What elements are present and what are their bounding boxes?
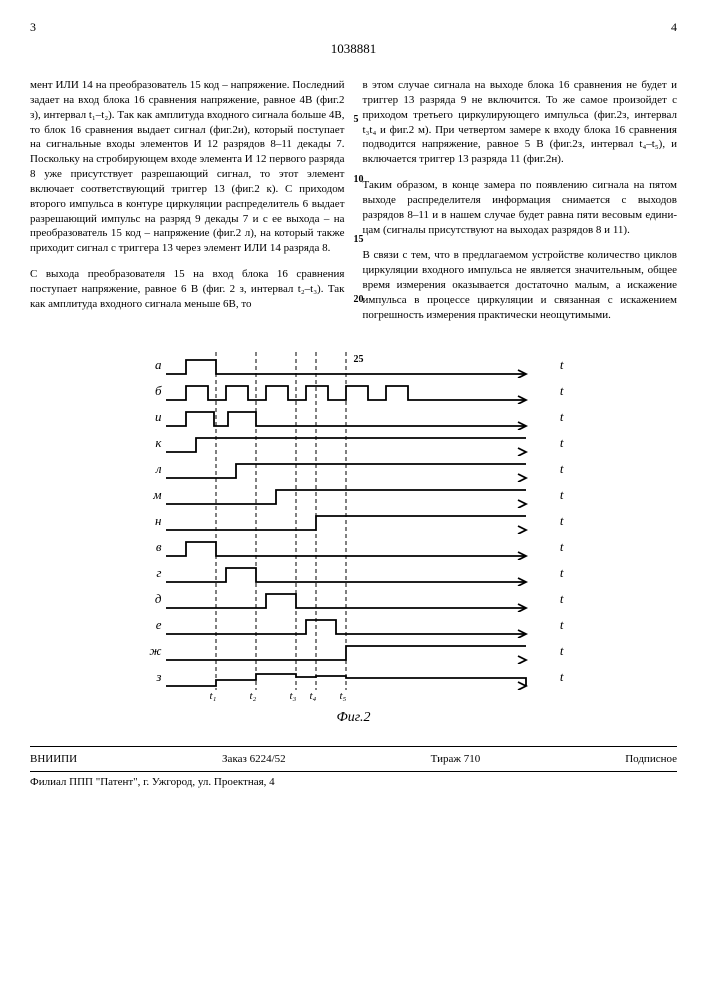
- row-waveform: [166, 430, 556, 456]
- row-waveform: [166, 612, 556, 638]
- timing-row-к: кt: [144, 430, 564, 456]
- axis-t-label: t: [560, 435, 564, 451]
- row-waveform: [166, 508, 556, 534]
- footer-affiliate: Филиал ППП "Патент", г. Ужгород, ул. Про…: [30, 776, 677, 788]
- right-column: в этом случае сигнала на выходе блока 16…: [363, 67, 678, 334]
- figure-caption: Фиг.2: [144, 710, 564, 726]
- footer-tirazh: Тираж 710: [431, 753, 481, 765]
- timing-row-з: зt: [144, 664, 564, 690]
- tick-t₂: t₂: [250, 690, 257, 702]
- footer-row-1: ВНИИПИ Заказ 6224/52 Тираж 710 Подписное: [30, 751, 677, 767]
- axis-t-label: t: [560, 669, 564, 685]
- tick-t₃: t₃: [290, 690, 297, 702]
- timing-row-б: бt: [144, 378, 564, 404]
- right-p2: Таким образом, в конце замера по появлен…: [363, 178, 678, 237]
- timing-row-ж: жt: [144, 638, 564, 664]
- row-waveform: [166, 534, 556, 560]
- line-10: 10: [354, 173, 364, 187]
- footer-org: ВНИИПИ: [30, 753, 77, 765]
- timing-row-а: аt: [144, 352, 564, 378]
- row-label: з: [144, 669, 162, 685]
- tick-labels: t₁ t₂ t₃ t₄ t₅: [166, 690, 564, 706]
- left-column: мент ИЛИ 14 на преобразователь 15 код – …: [30, 67, 345, 334]
- timing-row-г: гt: [144, 560, 564, 586]
- timing-row-л: лt: [144, 456, 564, 482]
- axis-t-label: t: [560, 539, 564, 555]
- tick-t₅: t₅: [340, 690, 347, 702]
- footer: ВНИИПИ Заказ 6224/52 Тираж 710 Подписное…: [30, 746, 677, 788]
- right-p3: В связи с тем, что в предлагаемом устрой…: [363, 248, 678, 322]
- row-waveform: [166, 352, 556, 378]
- left-p2: С выхода преобразователя 15 на вход блок…: [30, 267, 345, 312]
- row-waveform: [166, 586, 556, 612]
- axis-t-label: t: [560, 643, 564, 659]
- axis-t-label: t: [560, 357, 564, 373]
- row-label: к: [144, 435, 162, 451]
- row-label: г: [144, 565, 162, 581]
- row-label: в: [144, 539, 162, 555]
- timing-row-н: нt: [144, 508, 564, 534]
- axis-t-label: t: [560, 591, 564, 607]
- row-waveform: [166, 482, 556, 508]
- row-label: л: [144, 461, 162, 477]
- row-waveform: [166, 560, 556, 586]
- timing-row-и: иt: [144, 404, 564, 430]
- row-waveform: [166, 638, 556, 664]
- timing-row-д: дt: [144, 586, 564, 612]
- axis-t-label: t: [560, 409, 564, 425]
- footer-order: Заказ 6224/52: [222, 753, 286, 765]
- line-5: 5: [354, 113, 359, 127]
- row-waveform: [166, 404, 556, 430]
- row-label: а: [144, 357, 162, 373]
- doc-number: 1038881: [30, 41, 677, 57]
- footer-sign: Подписное: [625, 753, 677, 765]
- timing-row-в: вt: [144, 534, 564, 560]
- page-num-right: 4: [671, 20, 677, 35]
- axis-t-label: t: [560, 565, 564, 581]
- timing-row-е: еt: [144, 612, 564, 638]
- left-p1: мент ИЛИ 14 на преобразователь 15 код – …: [30, 78, 345, 256]
- row-waveform: [166, 378, 556, 404]
- row-label: е: [144, 617, 162, 633]
- timing-diagram: аtбtиtкtлtмtнtвtгtдtеtжtзtt₁t₂t₃t₄t₅Фиг.…: [144, 352, 564, 726]
- tick-t₁: t₁: [210, 690, 217, 702]
- row-label: н: [144, 513, 162, 529]
- page: { "header": { "page_left": "3", "doc_num…: [0, 0, 707, 1000]
- line-20: 20: [354, 293, 364, 307]
- row-waveform: [166, 664, 556, 690]
- timing-row-м: мt: [144, 482, 564, 508]
- row-label: м: [144, 487, 162, 503]
- row-label: ж: [144, 643, 162, 659]
- axis-t-label: t: [560, 383, 564, 399]
- row-label: и: [144, 409, 162, 425]
- axis-t-label: t: [560, 617, 564, 633]
- row-label: б: [144, 383, 162, 399]
- axis-t-label: t: [560, 461, 564, 477]
- row-waveform: [166, 456, 556, 482]
- header-row: 3 4: [30, 20, 677, 35]
- right-p1: в этом случае сигнала на выходе блока 16…: [363, 78, 678, 167]
- tick-t₄: t₄: [310, 690, 317, 702]
- text-columns: мент ИЛИ 14 на преобразователь 15 код – …: [30, 67, 677, 334]
- axis-t-label: t: [560, 487, 564, 503]
- axis-t-label: t: [560, 513, 564, 529]
- line-15: 15: [354, 233, 364, 247]
- row-label: д: [144, 591, 162, 607]
- page-num-left: 3: [30, 20, 36, 35]
